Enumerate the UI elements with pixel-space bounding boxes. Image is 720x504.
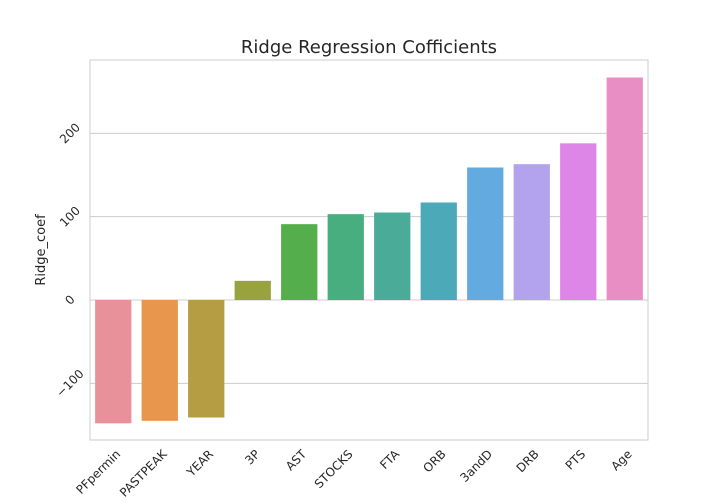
bar-pastpeak — [141, 300, 178, 421]
bar-fta — [374, 212, 411, 300]
gridlines — [90, 132, 648, 384]
x-tick-label: PTS — [563, 447, 589, 473]
x-tick-label: 3andD — [457, 447, 495, 485]
x-tick-label: AST — [283, 447, 310, 474]
x-tick-label: DRB — [514, 447, 542, 475]
bar-drb — [513, 164, 550, 300]
y-tick-label: 0 — [62, 292, 77, 307]
bar-year — [188, 300, 225, 418]
x-tick-label: PASTPEAK — [117, 446, 170, 499]
plot-frame — [89, 59, 649, 441]
x-tick-label: ORB — [420, 447, 448, 475]
x-tick-label: STOCKS — [312, 447, 356, 491]
x-tick-label: FTA — [377, 447, 403, 473]
bar-3andd — [467, 167, 504, 300]
x-tick-label: PFpermin — [73, 447, 123, 497]
bar-ast — [281, 224, 318, 300]
bar-stocks — [327, 214, 364, 300]
y-tick-label: −100 — [53, 367, 86, 400]
bar-3p — [234, 280, 271, 300]
x-tick-label: YEAR — [183, 447, 216, 480]
bar-age — [606, 77, 643, 300]
bar-orb — [420, 202, 457, 300]
bar-pts — [560, 143, 597, 300]
y-tick-label: 100 — [57, 204, 83, 230]
bars — [95, 77, 643, 424]
y-tick-label: 200 — [57, 120, 83, 146]
bar-pfpermin — [95, 300, 132, 424]
y-axis-title: Ridge_coef — [34, 214, 49, 286]
x-tick-label: Age — [608, 447, 634, 473]
x-tick-label: 3P — [242, 447, 262, 467]
chart-title: Ridge Regression Cofficients — [241, 37, 497, 58]
y-tick-labels: −100 0 100 200 — [53, 120, 86, 400]
